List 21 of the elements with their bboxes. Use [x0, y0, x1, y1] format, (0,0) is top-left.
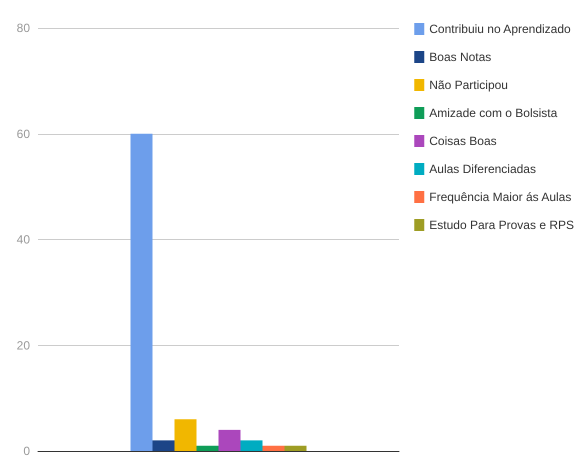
y-tick-label: 60 [16, 126, 30, 141]
y-tick-label: 40 [16, 232, 30, 246]
bar [284, 446, 306, 451]
legend-label: Não Participou [429, 78, 508, 92]
bar [262, 446, 284, 451]
bar [174, 419, 196, 451]
bar [218, 430, 240, 451]
bar [196, 446, 218, 451]
legend-label: Aulas Diferenciadas [429, 162, 536, 176]
legend-label: Coisas Boas [429, 134, 497, 148]
legend-label: Estudo Para Provas e RPS [429, 218, 574, 232]
legend-label: Contribuiu no Aprendizado [429, 22, 572, 36]
bar [130, 134, 152, 451]
bar [152, 440, 174, 451]
y-tick-label: 0 [23, 444, 30, 458]
legend-label: Amizade com o Bolsista [429, 106, 558, 120]
y-tick-label: 80 [16, 21, 30, 35]
legend-label: Boas Notas [429, 50, 492, 64]
y-tick-label: 20 [16, 338, 30, 352]
legend-label: Frequência Maior ás Aulas [429, 190, 572, 204]
bar [240, 440, 262, 451]
